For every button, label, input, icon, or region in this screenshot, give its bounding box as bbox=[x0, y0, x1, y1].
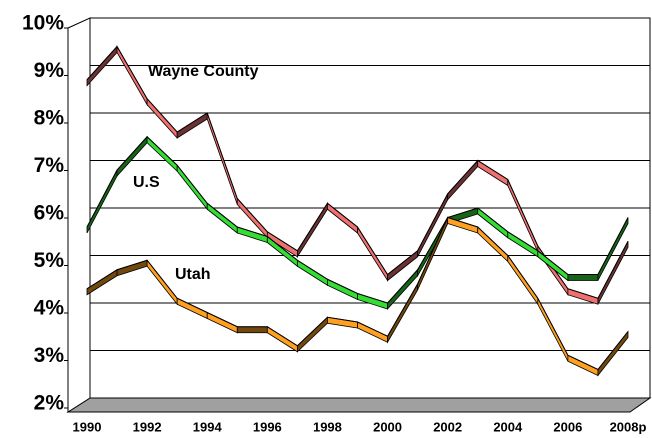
side-wall bbox=[67, 17, 91, 413]
series-line bbox=[86, 216, 629, 371]
y-tick-label: 10% bbox=[22, 12, 64, 35]
ribbon-segment bbox=[236, 326, 268, 334]
series-line bbox=[86, 45, 629, 299]
x-tick-label: 2002 bbox=[433, 419, 462, 434]
y-tick-label: 5% bbox=[34, 249, 65, 272]
series-line bbox=[86, 136, 629, 304]
y-tick-label: 3% bbox=[34, 344, 65, 367]
series-label: Utah bbox=[175, 266, 211, 283]
x-tick-label: 1994 bbox=[193, 419, 223, 434]
y-tick-label: 6% bbox=[34, 202, 65, 225]
x-tick-label: 1990 bbox=[73, 419, 102, 434]
y-tick-label: 4% bbox=[34, 297, 65, 320]
y-tick-label: 8% bbox=[34, 107, 65, 130]
y-tick-label: 9% bbox=[34, 59, 65, 82]
x-tick-label: 2000 bbox=[373, 419, 402, 434]
x-tick-label: 1998 bbox=[313, 419, 342, 434]
x-tick-label: 2008p bbox=[610, 419, 647, 434]
series-label: U.S bbox=[133, 174, 160, 191]
ribbon-segment bbox=[567, 274, 599, 281]
x-tick-label: 2004 bbox=[493, 419, 523, 434]
series-label: Wayne County bbox=[148, 63, 259, 80]
floor bbox=[66, 397, 652, 413]
x-tick-label: 1996 bbox=[253, 419, 282, 434]
y-tick-label: 7% bbox=[34, 154, 65, 177]
y-tick-label: 2% bbox=[34, 392, 65, 415]
x-tick-label: 2006 bbox=[553, 419, 582, 434]
x-tick-label: 1992 bbox=[133, 419, 162, 434]
